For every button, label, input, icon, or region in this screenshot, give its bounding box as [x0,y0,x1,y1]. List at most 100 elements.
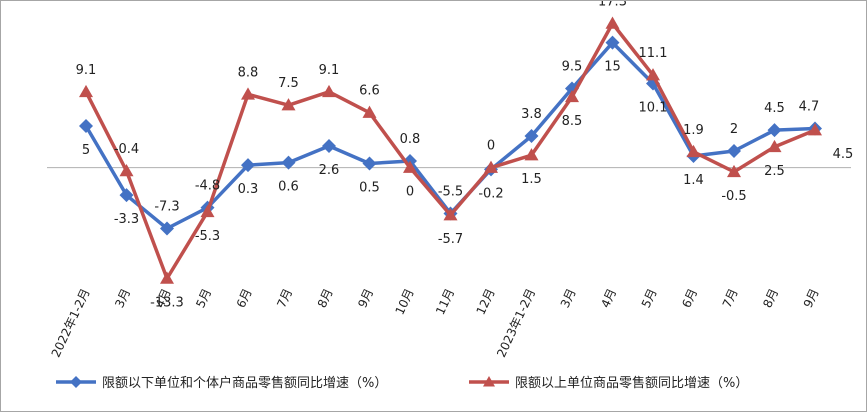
data-label: -5.5 [438,185,463,200]
data-point [362,105,377,118]
data-label: 0.5 [359,181,380,196]
data-point [160,221,174,236]
data-point [119,188,134,203]
x-tick-label: 5月 [639,286,660,310]
legend-marker [483,376,495,387]
data-point [281,155,296,170]
legend: 限额以下单位和个体户商品零售额同比增速（%） 限额以上单位商品零售额同比增速（%） [56,375,748,391]
x-tick-label: 9月 [355,286,376,310]
legend-item-1: 限额以下单位和个体户商品零售额同比增速（%） [56,375,387,391]
data-point [767,139,782,153]
data-point [443,208,458,221]
legend-marker [70,376,82,388]
data-label: 4.5 [764,101,785,116]
x-tick-label: 4月 [598,286,619,310]
series-layer [79,16,822,284]
x-tick-label: 8月 [760,286,781,310]
data-label: 0.8 [400,132,421,147]
legend-item-2: 限额以上单位商品零售额同比增速（%） [469,375,748,391]
data-point [484,160,498,173]
x-tick-label: 3月 [558,286,579,310]
data-label: -13.3 [150,296,184,311]
legend-label: 限额以上单位商品零售额同比增速（%） [515,375,748,391]
data-label: -4.8 [195,179,220,194]
legend-label: 限额以下单位和个体户商品零售额同比增速（%） [102,375,387,391]
x-tick-label: 10月 [393,286,417,317]
x-tick-label: 11月 [433,286,457,317]
data-label: 11.1 [639,46,668,61]
data-label: -0.5 [721,189,746,204]
data-label: -3.3 [114,212,139,227]
data-point [281,98,296,111]
data-label: 7.5 [278,76,299,91]
data-point [79,119,93,133]
x-tick-label: 2023年1-2月 [494,286,538,359]
data-label: -5.7 [438,232,463,247]
x-tick-label: 7月 [274,286,295,310]
x-tick-label: 7月 [720,286,741,310]
data-point [727,144,741,158]
x-tick-label: 9月 [801,286,822,310]
data-point [79,84,93,98]
data-point [241,87,255,100]
x-tick-label: 6月 [234,286,255,310]
data-label: 3.8 [521,107,542,122]
data-label: 9.1 [76,63,97,78]
data-point [362,156,377,171]
data-label: -7.3 [154,200,179,215]
data-point [524,129,539,143]
data-point [119,164,134,177]
data-label: -0.4 [114,142,139,157]
data-labels: 5 9.1 -3.3 -0.4 -7.3 -13.3 -4.8 -5.3 0.3 8.8 0.6 7.… [76,1,854,311]
data-label: 2 [730,122,738,137]
series-1 [79,35,822,236]
data-label: 1.4 [683,173,704,188]
data-point [160,271,174,284]
data-point [605,35,620,50]
data-point [322,139,336,153]
data-label: 6.6 [359,84,380,99]
x-tick-label: 12月 [474,286,498,317]
data-point [403,160,417,173]
data-label: 0 [487,139,495,154]
data-point [200,204,215,218]
data-point [565,89,579,103]
x-tick-label: 3月 [112,286,133,310]
data-point [686,144,701,158]
data-label: 0.3 [238,182,259,197]
series-line [84,40,816,231]
data-point [241,158,255,173]
data-label: 5 [82,143,90,158]
data-label: 4.7 [799,100,820,115]
data-point [524,148,539,161]
series-2 [79,16,822,284]
x-tick-label: 5月 [193,286,214,310]
data-point [605,16,620,29]
data-label: 2.5 [764,164,785,179]
data-point [767,123,782,138]
data-label: 9.5 [562,60,583,75]
data-point [808,123,822,136]
data-label: 15 [604,60,621,75]
x-tick-label: 8月 [315,286,336,310]
data-label: 1.9 [683,123,704,138]
x-tick-label: 6月 [679,286,700,310]
data-point [646,68,660,81]
data-label: -5.3 [195,229,220,244]
data-label: 17.3 [598,1,627,10]
x-tick-label: 2022年1-2月 [49,286,93,359]
data-label: 0.6 [278,180,299,195]
data-label: 4.5 [833,147,854,162]
data-point [322,84,336,98]
data-label: 1.5 [521,172,542,187]
data-label: 2.6 [319,163,340,178]
data-label: 8.5 [562,114,583,129]
data-label: 8.8 [238,65,259,80]
data-label: 9.1 [319,63,340,78]
data-label: -0.2 [478,186,503,201]
data-point [727,164,741,178]
data-label: 10.1 [639,101,668,116]
data-label: 0 [406,185,414,200]
